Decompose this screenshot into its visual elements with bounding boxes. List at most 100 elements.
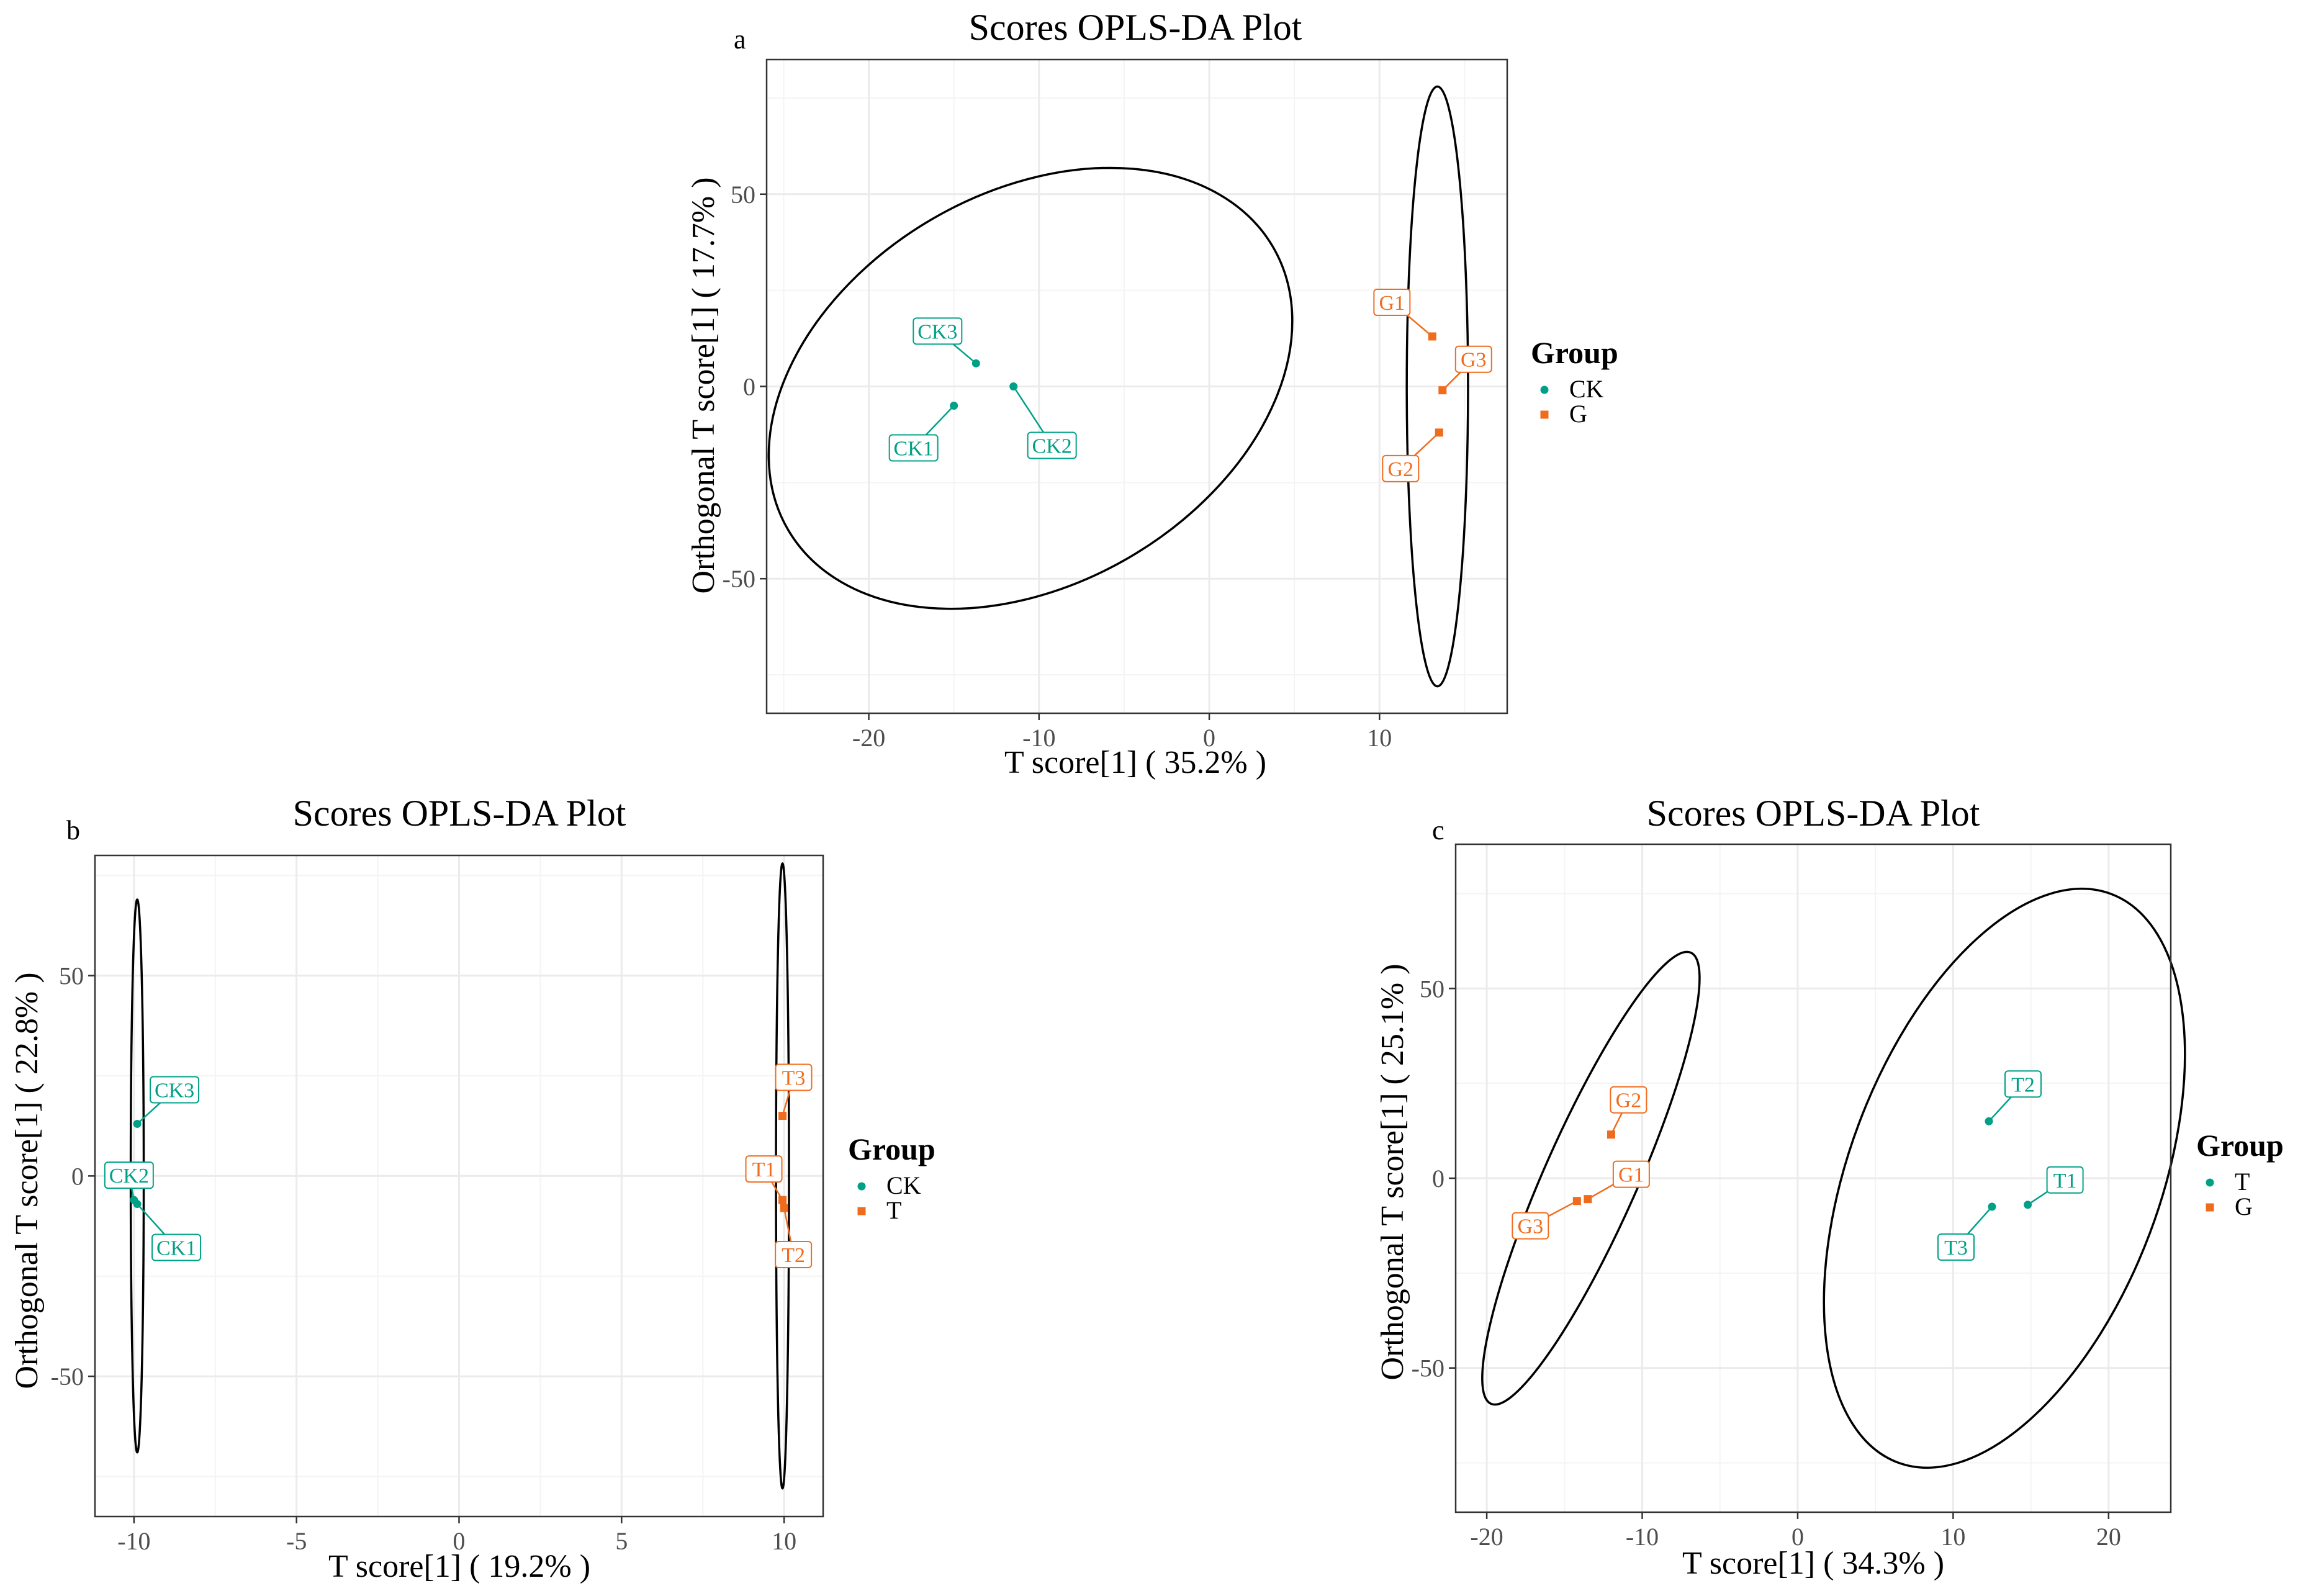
chart-b-x-tick-label: 5	[615, 1527, 628, 1555]
chart-a-label-box	[1382, 454, 1420, 482]
chart-b-y-tick-label: -50	[51, 1363, 84, 1391]
chart-c-legend-label-g: G	[2235, 1192, 2253, 1220]
chart-a-point-label-ck3: CK3	[917, 320, 957, 343]
chart-b-legend-key-t	[857, 1207, 866, 1215]
chart-a-legend-label-g: G	[1569, 400, 1587, 428]
chart-c-legend-title: Group	[2196, 1128, 2284, 1163]
chart-c-point-t1	[2024, 1201, 2032, 1209]
chart-c-ellipse-t	[1823, 887, 2186, 1469]
chart-b-point-label-ck3: CK3	[155, 1079, 194, 1102]
chart-a-point-label-g2: G2	[1388, 458, 1414, 481]
chart-c-label-box	[1512, 1212, 1549, 1240]
chart-a-point-label-ck2: CK2	[1032, 435, 1072, 458]
chart-c-point-label-t2: T2	[2011, 1073, 2035, 1096]
chart-a-point-label-g1: G1	[1379, 292, 1405, 315]
panel-letter-a: a	[734, 24, 746, 55]
chart-c-title: Scores OPLS-DA Plot	[1647, 793, 1980, 834]
chart-b-point-t2	[780, 1204, 788, 1212]
chart-a-y-tick-label: 50	[731, 181, 755, 209]
chart-a-point-g2	[1435, 428, 1443, 437]
chart-c-point-label-t3: T3	[1944, 1237, 1968, 1260]
chart-c-ellipse-g	[1481, 950, 1701, 1406]
chart-b-title: Scores OPLS-DA Plot	[293, 793, 626, 834]
chart-c-point-t2	[1985, 1117, 1993, 1125]
chart-c-y-tick-label: -50	[1412, 1355, 1444, 1382]
chart-b-x-tick-label: 10	[772, 1527, 796, 1555]
chart-b-xlabel: T score[1] ( 19.2% )	[328, 1549, 590, 1584]
chart-c-point-g1	[1584, 1195, 1592, 1204]
chart-b-ylabel: Orthogonal T score[1] ( 22.8% )	[9, 972, 45, 1389]
chart-c-legend-label-t: T	[2235, 1168, 2250, 1196]
chart-a-plot-area: CK1 CK2 CK3 G1 G2 G3 -20 -10 0 10 -50 0 50	[723, 58, 1508, 752]
chart-a-x-tick-label: -20	[852, 724, 885, 752]
chart-a-legend-label-ck: CK	[1569, 375, 1604, 403]
chart-a-label-box	[1373, 288, 1411, 316]
chart-b-point-label-t1: T1	[752, 1158, 776, 1181]
chart-c-x-tick-label: 20	[2096, 1523, 2121, 1551]
chart-b-legend: Group CKT	[848, 1132, 935, 1224]
chart-a-legend-key-ck	[1540, 385, 1549, 394]
chart-a-label-box	[1454, 345, 1492, 373]
chart-b-label-box	[775, 1241, 813, 1268]
chart-b-label-box	[150, 1076, 200, 1104]
chart-a-y-tick-label: 0	[743, 373, 755, 401]
chart-a-point-g1	[1428, 332, 1436, 341]
chart-c-x-tick-label: -20	[1470, 1523, 1503, 1551]
chart-a-legend-key-g	[1540, 410, 1549, 419]
chart-b-label-box	[104, 1161, 154, 1189]
chart-b-legend-key-ck	[857, 1182, 866, 1191]
chart-a-point-label-g3: G3	[1461, 349, 1487, 372]
chart-c-point-g2	[1607, 1130, 1615, 1139]
chart-c-legend-key-t	[2206, 1178, 2214, 1187]
chart-c-point-label-t1: T1	[2053, 1170, 2077, 1192]
chart-a-point-ck1	[950, 401, 958, 410]
chart-a: a Scores OPLS-DA Plot CK1 CK2 CK3 G1 G2 G3 -20…	[686, 7, 1618, 780]
chart-c-legend-key-g	[2206, 1203, 2214, 1212]
chart-a-label-box	[1027, 431, 1077, 459]
chart-b-legend-title: Group	[848, 1132, 935, 1166]
chart-b-x-tick-label: -5	[286, 1527, 307, 1555]
chart-b-point-ck2	[130, 1196, 138, 1204]
chart-a-label-box	[913, 317, 963, 345]
chart-c-label-box	[2046, 1166, 2084, 1194]
chart-a-ylabel: Orthogonal T score[1] ( 17.7% )	[686, 177, 721, 593]
chart-a-legend-title: Group	[1531, 335, 1618, 370]
chart-c-x-tick-label: 0	[1791, 1523, 1804, 1551]
chart-a-point-g3	[1438, 386, 1447, 395]
chart-a-ellipse-ck	[767, 166, 1294, 610]
chart-c-x-tick-label: 10	[1940, 1523, 1965, 1551]
chart-b: b Scores OPLS-DA Plot CK1 CK2 CK3 T1 T2 T3 -10…	[9, 793, 935, 1584]
chart-b-label-box	[745, 1155, 783, 1183]
chart-b-x-tick-label: -10	[117, 1527, 150, 1555]
chart-a-legend: Group CKG	[1531, 335, 1618, 428]
chart-a-point-ck3	[971, 359, 980, 367]
chart-a-ellipse-g	[1405, 85, 1469, 688]
chart-c-point-label-g2: G2	[1616, 1089, 1642, 1112]
chart-a-point-label-ck1: CK1	[894, 437, 934, 460]
chart-b-legend-label-t: T	[886, 1196, 901, 1224]
panel-letter-c: c	[1432, 815, 1444, 845]
chart-c-label-box	[1937, 1233, 1975, 1261]
chart-c-point-label-g3: G3	[1518, 1215, 1544, 1238]
chart-a-title: Scores OPLS-DA Plot	[969, 7, 1302, 48]
chart-b-point-t1	[778, 1196, 787, 1204]
chart-c-xlabel: T score[1] ( 34.3% )	[1682, 1546, 1944, 1581]
chart-a-point-ck2	[1009, 382, 1018, 390]
chart-c-y-tick-label: 0	[1432, 1165, 1444, 1192]
chart-b-point-label-ck1: CK1	[156, 1237, 196, 1260]
chart-c-x-tick-label: -10	[1626, 1523, 1659, 1551]
chart-c-label-box	[1612, 1160, 1650, 1188]
chart-b-point-ck3	[133, 1119, 142, 1128]
chart-c-ylabel: Orthogonal T score[1] ( 25.1% )	[1375, 963, 1410, 1380]
chart-b-label-box	[151, 1233, 202, 1261]
chart-c-y-tick-label: 50	[1420, 975, 1444, 1003]
chart-a-x-tick-label: 10	[1367, 724, 1392, 752]
chart-c-plot-area: T1 T2 T3 G1 G2 G3 -20 -10 0 10 20 -50 0 50	[1412, 843, 2186, 1551]
chart-c-point-t3	[1988, 1202, 1996, 1211]
chart-a-label-box	[888, 434, 939, 462]
chart-b-point-label-ck2: CK2	[109, 1165, 149, 1188]
chart-b-y-tick-label: 50	[59, 962, 84, 990]
chart-b-point-label-t3: T3	[782, 1067, 806, 1090]
chart-a-x-tick-label: -10	[1022, 724, 1055, 752]
